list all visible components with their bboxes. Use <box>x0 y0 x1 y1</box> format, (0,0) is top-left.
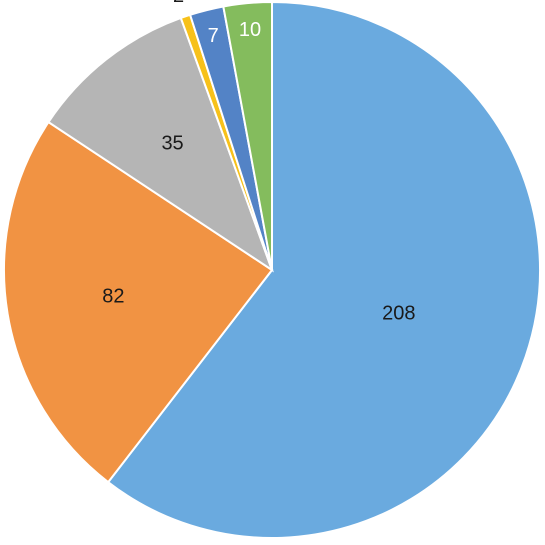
pie-slice-10 <box>222 0 273 271</box>
slice-label-7: 7 <box>208 25 219 47</box>
slice-label-2: 2 <box>173 0 184 7</box>
pie-slice-82 <box>3 120 274 484</box>
pie-slice-35 <box>47 16 274 273</box>
slice-label-10: 10 <box>239 19 261 41</box>
slice-label-82: 82 <box>102 285 124 307</box>
slice-label-35: 35 <box>161 133 183 155</box>
pie-slice-208 <box>106 0 541 539</box>
slice-label-208: 208 <box>382 302 415 324</box>
